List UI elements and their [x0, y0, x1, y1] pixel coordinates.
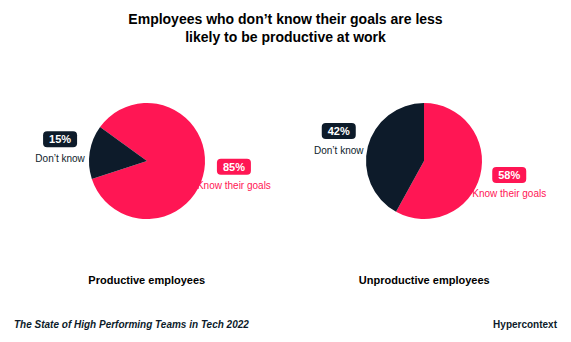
svg-text:42%: 42% [328, 125, 350, 137]
svg-text:Don’t know: Don’t know [35, 153, 85, 164]
svg-text:Don’t know: Don’t know [314, 145, 364, 156]
html-text:Productive employees: Productive employees [88, 274, 206, 286]
svg-text:15%: 15% [49, 133, 71, 145]
html-text:The State of High Performing T: The State of High Performing Teams in Te… [14, 319, 249, 330]
html-text:Hypercontext: Hypercontext [493, 319, 557, 330]
svg-text:Know their goals: Know their goals [197, 180, 271, 191]
svg-text:Know their goals: Know their goals [473, 188, 547, 199]
svg-text:85%: 85% [223, 161, 245, 173]
html-text:Employees who don’t know their: Employees who don’t know their goals are… [128, 11, 443, 45]
svg-text:58%: 58% [498, 169, 520, 181]
html-text:Unproductive employees: Unproductive employees [358, 274, 490, 286]
